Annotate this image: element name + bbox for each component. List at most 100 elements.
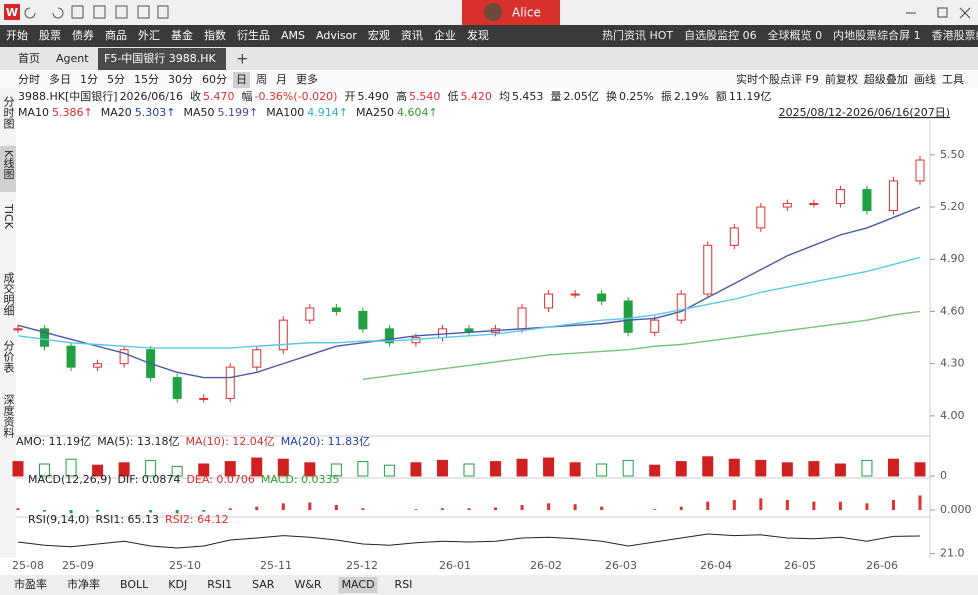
user-tab[interactable]	[462, 0, 560, 25]
volume-bar	[357, 461, 369, 477]
sidebar-item[interactable]: 分价表	[2, 340, 15, 374]
period[interactable]: 分时	[18, 73, 40, 86]
menu-item[interactable]: AMS	[281, 29, 305, 42]
sidebar-item[interactable]: TICK	[2, 203, 15, 230]
x-tick-label: 25-11	[260, 559, 292, 572]
candle	[756, 206, 766, 229]
period[interactable]: 月	[276, 73, 287, 86]
bottom-tab[interactable]: RSI1	[207, 578, 232, 591]
avatar	[484, 3, 502, 21]
menu-item[interactable]: 开始	[6, 28, 28, 42]
toolbar-item[interactable]: 画线	[914, 72, 936, 86]
period[interactable]: 日	[236, 73, 247, 86]
tab-bar	[0, 47, 978, 70]
volume-bar	[861, 459, 873, 477]
period[interactable]: 60分	[202, 73, 227, 86]
menu-right-item[interactable]: 香港股票综合屏 2	[932, 28, 978, 42]
panel-legend: RSI1: 65.13	[95, 513, 159, 526]
sidebar-item[interactable]: K线图	[2, 150, 15, 180]
toolbar-item[interactable]: 超级叠加	[864, 72, 908, 86]
x-tick-label: 26-04	[700, 559, 732, 572]
volume-bar	[649, 464, 661, 477]
period[interactable]: 15分	[134, 73, 159, 86]
sidebar-item[interactable]: 分时图	[2, 96, 15, 130]
candle	[888, 180, 898, 211]
menu-item[interactable]: 企业	[434, 28, 456, 42]
x-tick-label: 25-10	[169, 559, 201, 572]
ma-name: MA10	[18, 106, 49, 119]
panel-legend: MACD: 0.0335	[261, 473, 340, 486]
menu-right-item[interactable]: 全球概览 0	[768, 28, 823, 42]
menu-item[interactable]: 衍生品	[237, 28, 270, 42]
date-range: 2025/08/12-2026/06/16(207日)	[779, 106, 950, 119]
bottom-tab[interactable]: KDJ	[168, 578, 187, 591]
candle	[93, 363, 103, 368]
bottom-tab[interactable]: 市净率	[67, 577, 100, 591]
period[interactable]: 1分	[80, 73, 98, 86]
menu-item[interactable]: 指数	[204, 28, 226, 42]
bottom-tab[interactable]: 市盈率	[14, 577, 47, 591]
toolbar-item[interactable]: 工具	[942, 73, 964, 86]
toolbar-item[interactable]: 实时个股点评 F9	[736, 72, 819, 86]
menu-right-item[interactable]: 内地股票综合屏 1	[833, 28, 921, 42]
period[interactable]: 多日	[49, 72, 71, 86]
x-tick-label: 26-01	[439, 559, 471, 572]
bottom-tab[interactable]: W&R	[294, 578, 321, 591]
tab[interactable]: Agent	[56, 52, 89, 65]
bottom-tab[interactable]: RSI	[395, 578, 413, 591]
menu-right-item[interactable]: 热门资讯 HOT	[602, 28, 673, 42]
volume-bar	[569, 462, 581, 477]
sidebar-item[interactable]: 成交明细	[2, 272, 15, 316]
menu-item[interactable]: 宏观	[368, 28, 390, 42]
candle	[40, 328, 50, 347]
candle	[835, 189, 845, 205]
period[interactable]: 更多	[296, 72, 318, 86]
bottom-tab[interactable]: SAR	[252, 578, 275, 591]
ma-value: 5.199↑	[217, 106, 258, 119]
volume-bar	[304, 462, 316, 477]
menu-item[interactable]: Advisor	[316, 29, 357, 42]
ma-name: MA100	[266, 106, 304, 119]
tab[interactable]: F5-中国银行 3988.HK	[104, 51, 217, 65]
menu-item[interactable]: 债券	[72, 28, 94, 42]
menu-item[interactable]: 发现	[467, 28, 489, 42]
volume-bar	[39, 463, 51, 477]
volume-bar	[516, 458, 528, 477]
ma-line	[17, 206, 921, 379]
volume-bar	[596, 463, 608, 477]
user-name: Alice	[512, 6, 541, 20]
volume-bar	[755, 459, 767, 477]
candle	[66, 345, 76, 368]
candle	[729, 227, 739, 246]
y-tick-label: 5.50	[940, 148, 965, 161]
menu-item[interactable]: 股票	[39, 29, 61, 42]
bottom-tab[interactable]: MACD	[342, 578, 375, 591]
window-controls[interactable]	[906, 7, 971, 19]
period[interactable]: 周	[256, 73, 267, 86]
sidebar-active	[0, 146, 16, 192]
panel-legend: MA(10): 12.04亿	[185, 435, 274, 448]
panel-legend: MA(5): 13.18亿	[97, 435, 179, 448]
new-tab[interactable]: +	[236, 50, 249, 68]
volume-bar	[490, 461, 502, 477]
bottom-tab[interactable]: BOLL	[120, 578, 149, 591]
period[interactable]: 30分	[168, 73, 193, 86]
quote-value: 2026/06/16	[120, 90, 183, 103]
candle	[650, 319, 660, 333]
menu-item[interactable]: 商品	[105, 28, 127, 42]
volume-bar	[383, 464, 395, 477]
sidebar-item[interactable]: 深度资料	[2, 394, 15, 439]
quote-label: 幅	[241, 90, 252, 103]
candle	[278, 319, 288, 351]
ma-name: MA50	[183, 106, 214, 119]
menu-item[interactable]: 资讯	[401, 29, 423, 42]
menu-item[interactable]: 外汇	[138, 29, 160, 42]
candle	[809, 203, 819, 206]
volume-bar	[808, 461, 820, 477]
menu-right-item[interactable]: 自选股监控 06	[684, 28, 757, 42]
period[interactable]: 5分	[107, 73, 125, 86]
tab[interactable]: 首页	[18, 51, 40, 65]
candle	[517, 307, 527, 330]
menu-item[interactable]: 基金	[171, 28, 193, 42]
toolbar-item[interactable]: 前复权	[825, 72, 858, 86]
